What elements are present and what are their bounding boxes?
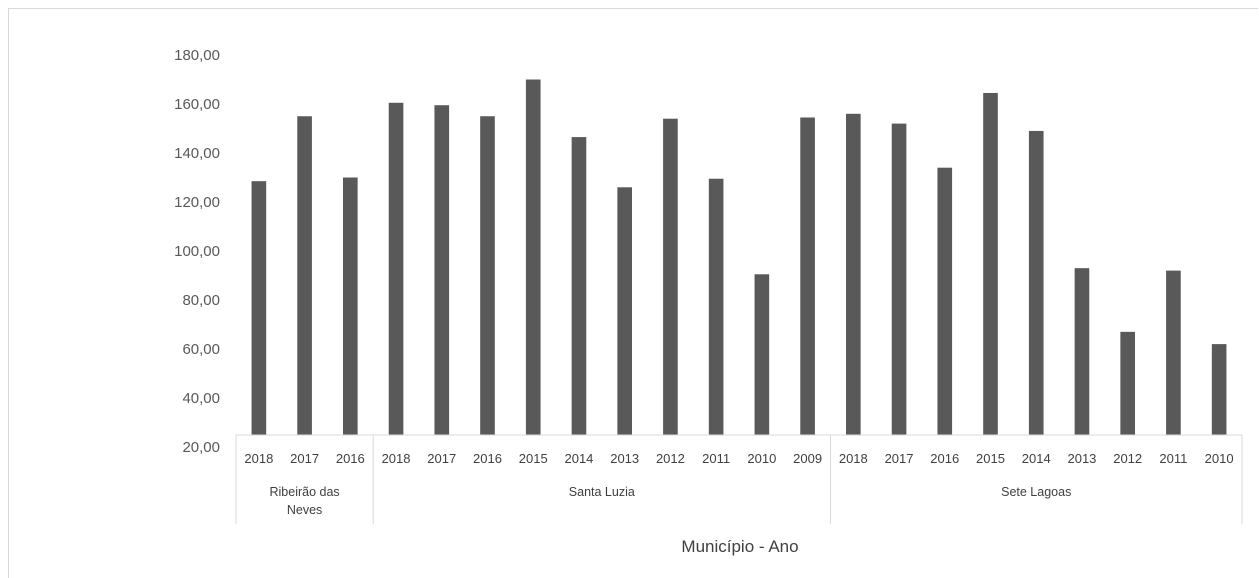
y-tick-label: 60,00 (182, 341, 220, 358)
bar (525, 79, 541, 435)
y-tick-label: 80,00 (182, 292, 220, 309)
x-tick-label: 2014 (564, 451, 593, 466)
x-tick-label: 2015 (976, 451, 1005, 466)
bar (708, 178, 724, 435)
x-tick-label: 2012 (1113, 451, 1142, 466)
y-tick-label: 180,00 (174, 47, 220, 64)
group-label: Neves (287, 503, 322, 517)
x-axis-title: Município - Ano (681, 537, 798, 556)
x-tick-label: 2018 (382, 451, 411, 466)
bar (571, 137, 587, 435)
x-tick-label: 2010 (747, 451, 776, 466)
bar (480, 116, 495, 435)
bar (663, 118, 678, 435)
x-tick-label: 2013 (1067, 451, 1096, 466)
y-tick-label: 160,00 (174, 96, 220, 113)
y-tick-label: 140,00 (174, 145, 220, 162)
bar (891, 123, 907, 435)
x-tick-label: 2018 (839, 451, 868, 466)
x-tick-label: 2016 (473, 451, 502, 466)
bar (754, 274, 770, 435)
bar (1120, 331, 1135, 435)
x-tick-label: 2016 (930, 451, 959, 466)
x-tick-label: 2017 (885, 451, 914, 466)
group-label: Sete Lagoas (1001, 485, 1071, 499)
x-tick-label: 2010 (1205, 451, 1234, 466)
x-tick-label: 2015 (519, 451, 548, 466)
bar (983, 92, 998, 435)
y-tick-label: 100,00 (174, 243, 220, 260)
bar (617, 187, 632, 435)
x-axis: 2018 2017 2016 Ribeirão das Neves 2018 2017 201… (235, 434, 1243, 524)
x-tick-label: 2009 (793, 451, 822, 466)
bar (800, 117, 815, 435)
bar (434, 105, 450, 435)
x-tick-label: 2016 (336, 451, 365, 466)
x-tick-label: 2011 (702, 451, 730, 466)
bar (1028, 130, 1044, 435)
x-tick-label: 2014 (1022, 451, 1051, 466)
bar (1074, 268, 1090, 435)
x-tick-label: 2017 (290, 451, 319, 466)
bar (937, 167, 953, 435)
bar (251, 181, 267, 435)
x-tick-label: 2012 (656, 451, 685, 466)
x-tick-label: 2013 (610, 451, 639, 466)
chart-frame (8, 8, 1258, 578)
bar (1211, 344, 1227, 435)
bars (251, 79, 1227, 435)
bar (1166, 270, 1181, 435)
y-tick-label: 40,00 (182, 390, 220, 407)
group-label: Ribeirão das (269, 485, 339, 499)
y-tick-label: 120,00 (174, 194, 220, 211)
x-tick-label: 2018 (244, 451, 273, 466)
bar (343, 177, 358, 435)
y-tick-label: 20,00 (182, 439, 220, 456)
x-tick-label: 2017 (427, 451, 456, 466)
bar (388, 102, 404, 435)
x-tick-label: 2011 (1159, 451, 1187, 466)
bar (846, 113, 861, 435)
group-label: Santa Luzia (569, 485, 635, 499)
y-axis: 20,00 40,00 60,00 80,00 100,00 120,00 140,00 16… (174, 47, 220, 456)
bar (297, 116, 312, 435)
